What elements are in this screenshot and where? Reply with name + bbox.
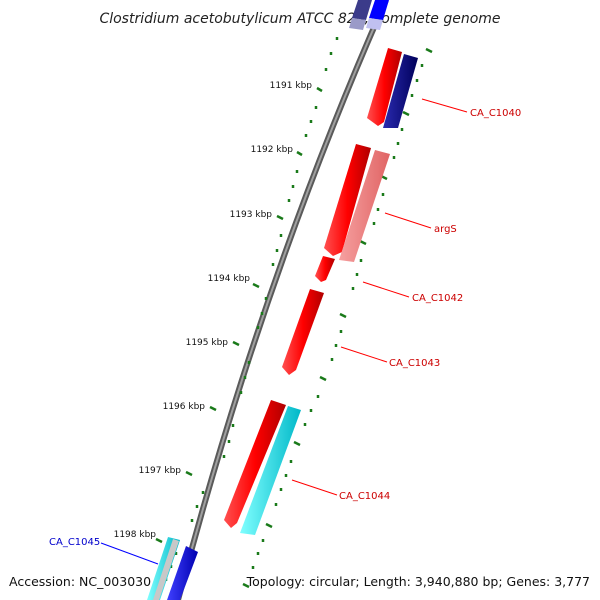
gene-args xyxy=(339,150,390,262)
gene-block xyxy=(167,546,198,600)
gene-block xyxy=(324,144,371,256)
map-title: Clostridium acetobutylicum ATCC 824, com… xyxy=(99,11,500,27)
scale-label: 1194 kbp xyxy=(208,274,251,284)
gene-ca-c1044 xyxy=(240,406,301,535)
scale-label: 1196 kbp xyxy=(163,402,206,412)
gene-label-args: argS xyxy=(434,224,457,235)
gene-block xyxy=(352,0,372,20)
gene-ca-c1040 xyxy=(367,48,402,126)
scale-labels: 1191 kbp 1192 kbp 1193 kbp 1194 kbp 1195… xyxy=(114,81,313,540)
gene-ca-c1044-red xyxy=(224,400,286,528)
gene-label-ca-c1042: CA_C1042 xyxy=(412,293,463,304)
gene-label-ca-c1040: CA_C1040 xyxy=(470,108,521,119)
outer-tick-track xyxy=(242,47,433,589)
scale-label: 1197 kbp xyxy=(139,466,182,476)
gene-block xyxy=(366,18,383,30)
gene-labels: CA_C1040 argS CA_C1042 CA_C1043 CA_C1044… xyxy=(49,108,521,548)
scale-label: 1198 kbp xyxy=(114,530,157,540)
genome-backbone xyxy=(175,0,389,600)
gene-label-ca-c1045: CA_C1045 xyxy=(49,537,100,548)
gene-ca-c1042 xyxy=(315,256,335,282)
scale-label: 1192 kbp xyxy=(251,145,294,155)
scale-label: 1195 kbp xyxy=(186,338,229,348)
gene-ca-c1040-partner xyxy=(383,54,418,128)
gene-label-ca-c1044: CA_C1044 xyxy=(339,491,390,502)
gene-block xyxy=(153,539,179,600)
gene-block xyxy=(369,0,389,20)
scale-label: 1191 kbp xyxy=(270,81,313,91)
accession-text: Accession: NC_003030 xyxy=(9,574,151,589)
topology-text: Topology: circular; Length: 3,940,880 bp… xyxy=(246,574,590,589)
gene-features xyxy=(147,0,418,600)
gene-label-ca-c1043: CA_C1043 xyxy=(389,358,440,369)
inner-tick-track xyxy=(155,37,339,581)
scale-label: 1193 kbp xyxy=(230,210,273,220)
label-leaders xyxy=(100,98,468,565)
gene-ca-c1043 xyxy=(282,289,324,375)
gene-block xyxy=(349,18,366,30)
